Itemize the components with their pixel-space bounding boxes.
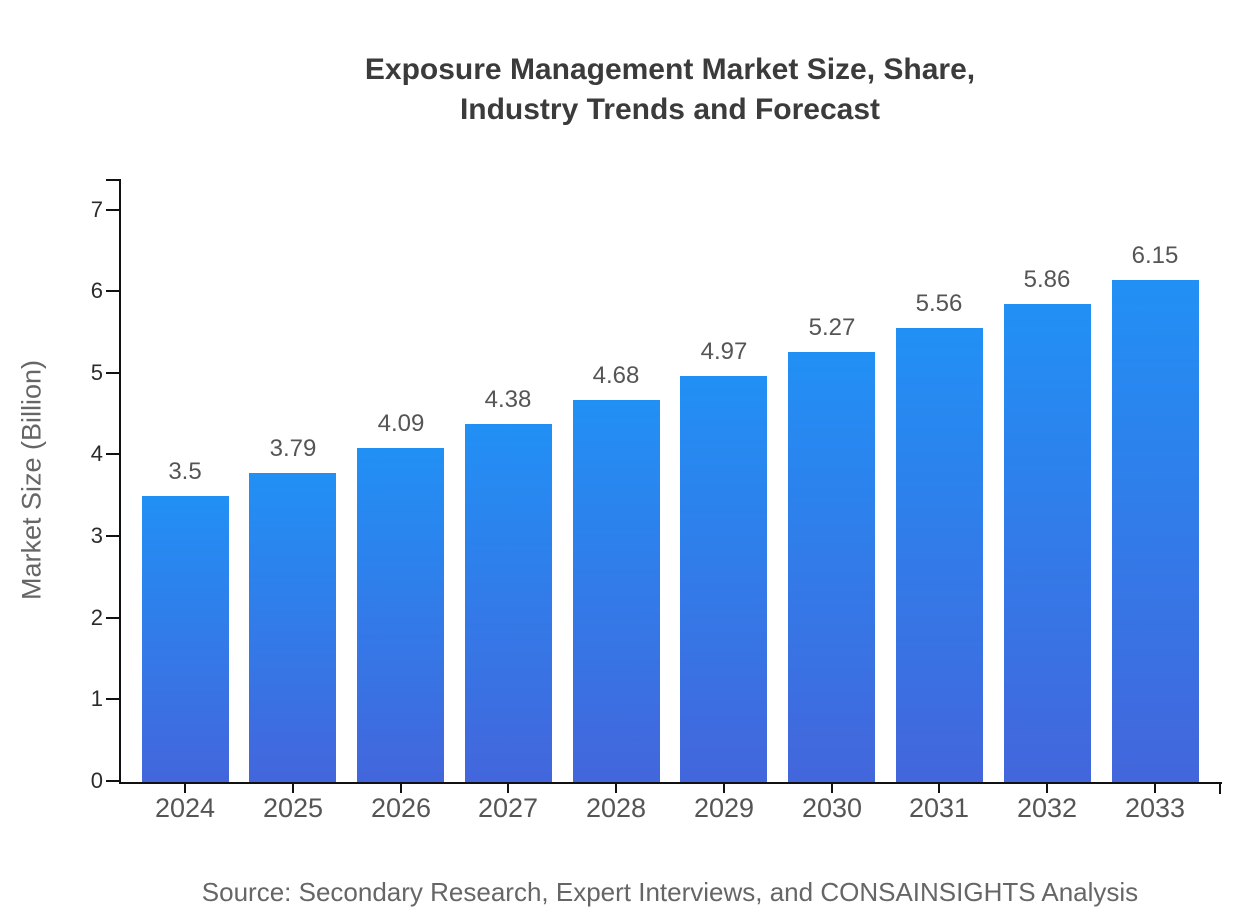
chart-title: Exposure Management Market Size, Share, … [120,50,1220,130]
bar [788,352,875,782]
y-axis-tick [106,616,119,619]
bar-value-label: 4.09 [377,410,425,437]
bar-value-label: 5.56 [915,290,963,317]
x-axis-tick [723,784,725,793]
chart-title-line2: Industry Trends and Forecast [459,93,881,126]
x-axis-tick [184,784,186,793]
x-axis-tick [831,784,833,793]
bar [680,376,767,782]
x-axis-line [119,782,1222,784]
x-axis-category-label: 2029 [693,793,755,823]
bar-value-label: 4.97 [700,338,748,365]
x-axis-category-label: 2026 [370,793,432,823]
bar-value-label: 3.79 [269,435,317,462]
y-axis-line [119,179,121,783]
x-axis-tick [1046,784,1048,793]
x-axis-category-label: 2032 [1016,793,1078,823]
bar-value-label: 4.68 [592,362,640,389]
bar [1004,304,1091,782]
bar-value-label: 4.38 [484,386,532,413]
x-axis-tick [938,784,940,793]
y-axis-tick [106,290,119,293]
y-axis-tick-label: 4 [90,441,103,467]
y-axis-tick-label: 1 [90,686,103,712]
source-note: Source: Secondary Research, Expert Inter… [201,877,1139,907]
x-axis-category-label: 2024 [154,793,216,823]
x-axis-tick [507,784,509,793]
y-axis-tick [106,453,119,456]
y-axis-tick [106,371,119,374]
y-axis-tick-label: 7 [90,196,103,222]
x-axis-category-label: 2030 [801,793,863,823]
x-axis-category-label: 2027 [477,793,539,823]
y-axis-tick-label: 3 [90,523,103,549]
bar [465,424,552,782]
chart-title-line1: Exposure Management Market Size, Share, [364,53,976,86]
x-axis-end-tick [1219,782,1221,794]
y-axis-top-cap [106,179,121,181]
y-axis-tick-label: 5 [90,359,103,385]
bar [249,473,336,782]
x-axis-tick [400,784,402,793]
y-axis-tick [106,698,119,701]
bar-value-label: 3.5 [168,458,202,485]
bar-value-label: 5.86 [1023,266,1071,293]
y-axis-tick [106,780,119,782]
bar [573,400,660,782]
x-axis-category-label: 2033 [1124,793,1186,823]
bar-value-label: 6.15 [1131,242,1179,269]
x-axis-category-label: 2031 [908,793,970,823]
bar [896,328,983,782]
y-axis-tick-label: 6 [90,278,103,304]
x-axis-tick [615,784,617,793]
x-axis-category-label: 2028 [585,793,647,823]
x-axis-tick [1154,784,1156,793]
y-axis-tick [106,535,119,538]
y-axis-tick-label: 0 [90,768,103,793]
bar [142,496,229,782]
x-axis-category-label: 2025 [262,793,324,823]
x-axis-tick [292,784,294,793]
bar [357,448,444,782]
bar-value-label: 5.27 [808,314,856,341]
y-axis-tick-label: 2 [90,604,103,630]
bar [1112,280,1199,782]
y-axis-tick [106,208,119,211]
